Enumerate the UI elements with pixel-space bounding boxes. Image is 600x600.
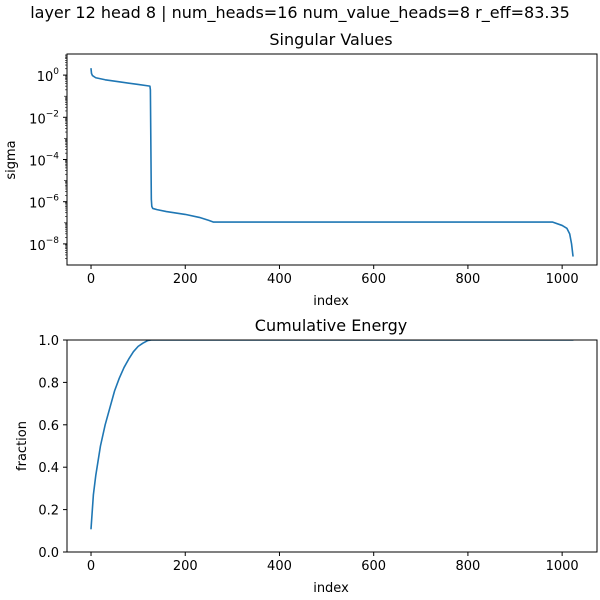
cumulative-energy-chart: Cumulative Energy 0 200 400 600 800 1000 0.0 0.…	[15, 316, 598, 596]
cumulative-energy-title: Cumulative Energy	[255, 316, 407, 335]
x-tick-label: 1000	[546, 272, 579, 287]
singular-values-chart: Singular Values 0 200 400 600 800 1000 100 10−2…	[4, 30, 598, 309]
singular-values-title: Singular Values	[269, 30, 392, 49]
singular-values-line	[90, 67, 574, 257]
x-tick-label: 400	[267, 272, 292, 287]
x-tick-label: 600	[361, 559, 386, 574]
x-tick-label: 800	[456, 272, 481, 287]
x-tick-label: 200	[173, 272, 198, 287]
y-tick-label: 0.8	[38, 376, 59, 391]
cumulative-energy-xlabel: index	[313, 581, 349, 596]
cumulative-energy-ticks: 0 200 400 600 800 1000 0.0 0.2 0.4 0.6 0.8 1.0	[38, 334, 578, 574]
x-tick-label: 1000	[546, 559, 579, 574]
singular-values-xlabel: index	[313, 294, 349, 309]
x-tick-label: 400	[267, 559, 292, 574]
y-tick-label: 0.2	[38, 504, 59, 519]
x-tick-label: 600	[361, 272, 386, 287]
singular-values-ticks: 0 200 400 600 800 1000 100 10−2 10−4 10−6 10−8	[29, 54, 579, 287]
figure-suptitle: layer 12 head 8 | num_heads=16 num_value…	[30, 3, 570, 23]
cumulative-energy-line	[90, 340, 574, 530]
singular-values-axes-frame	[66, 53, 598, 266]
y-tick-label: 100	[37, 67, 60, 85]
y-tick-label: 0.0	[38, 546, 59, 561]
cumulative-energy-ylabel: fraction	[15, 421, 30, 471]
x-tick-label: 0	[87, 272, 95, 287]
x-tick-label: 800	[456, 559, 481, 574]
y-tick-label: 10−6	[29, 194, 59, 212]
y-tick-label: 0.4	[38, 461, 59, 476]
y-tick-label: 0.6	[38, 419, 59, 434]
x-tick-label: 0	[87, 559, 95, 574]
cumulative-energy-axes-frame	[66, 339, 598, 553]
x-tick-label: 200	[173, 559, 198, 574]
y-tick-label: 1.0	[38, 334, 59, 349]
y-tick-label: 10−4	[29, 152, 59, 170]
singular-values-ylabel: sigma	[4, 140, 19, 179]
y-tick-label: 10−2	[29, 109, 59, 127]
y-tick-label: 10−8	[29, 236, 59, 254]
